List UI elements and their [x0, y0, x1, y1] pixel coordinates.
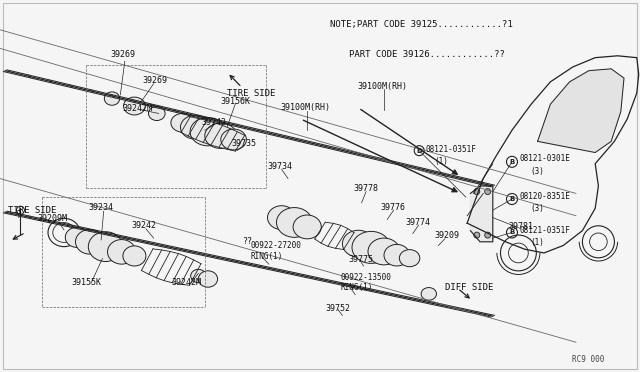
Polygon shape: [538, 69, 624, 153]
Polygon shape: [470, 186, 493, 242]
Text: 39100M(RH): 39100M(RH): [357, 82, 407, 91]
Text: 39269: 39269: [111, 50, 136, 59]
Text: 39234: 39234: [88, 203, 113, 212]
Text: RC9 000: RC9 000: [572, 355, 605, 364]
Text: 39775: 39775: [349, 255, 374, 264]
Text: 39269: 39269: [142, 76, 167, 85]
Ellipse shape: [88, 232, 123, 262]
Text: 39242M: 39242M: [172, 278, 202, 287]
Text: RING(1): RING(1): [251, 252, 284, 261]
Ellipse shape: [293, 215, 321, 239]
Text: 39735: 39735: [232, 140, 257, 148]
Circle shape: [484, 189, 491, 195]
Ellipse shape: [399, 250, 420, 267]
Ellipse shape: [342, 230, 374, 257]
Ellipse shape: [368, 238, 400, 265]
Ellipse shape: [221, 129, 246, 150]
Text: 39242M: 39242M: [123, 104, 153, 113]
Ellipse shape: [76, 230, 104, 254]
Text: TIRE SIDE: TIRE SIDE: [227, 89, 276, 98]
Ellipse shape: [384, 244, 410, 266]
Text: 39774: 39774: [406, 218, 431, 227]
Text: 08121-0301E: 08121-0301E: [520, 154, 570, 163]
Text: 39752: 39752: [325, 304, 350, 313]
Text: 39776: 39776: [381, 203, 406, 212]
Text: NOTE;PART CODE 39125............?1: NOTE;PART CODE 39125............?1: [330, 20, 513, 29]
Ellipse shape: [65, 227, 88, 247]
Ellipse shape: [148, 106, 165, 121]
Text: 39734: 39734: [268, 162, 292, 171]
Ellipse shape: [180, 115, 210, 139]
Text: 39742: 39742: [202, 118, 227, 127]
Ellipse shape: [276, 208, 312, 237]
Text: 39209M: 39209M: [37, 214, 67, 223]
Text: 39155K: 39155K: [72, 278, 102, 287]
Ellipse shape: [104, 92, 120, 105]
Ellipse shape: [352, 231, 390, 263]
Circle shape: [484, 232, 491, 238]
Text: 00922-27200: 00922-27200: [251, 241, 301, 250]
Text: 39242: 39242: [131, 221, 156, 230]
Text: 39100M(RH): 39100M(RH): [280, 103, 330, 112]
Ellipse shape: [268, 206, 296, 230]
Ellipse shape: [198, 271, 218, 287]
Text: B: B: [509, 196, 515, 202]
Text: (1): (1): [434, 157, 448, 166]
Ellipse shape: [421, 288, 436, 300]
Text: TIRE SIDE: TIRE SIDE: [8, 206, 56, 215]
Ellipse shape: [123, 246, 146, 266]
Text: ??: ??: [242, 237, 252, 246]
Text: 08121-0351F: 08121-0351F: [520, 226, 570, 235]
Text: 39781: 39781: [508, 222, 533, 231]
Text: PART CODE 39126............??: PART CODE 39126............??: [349, 50, 505, 59]
Ellipse shape: [205, 123, 237, 148]
Text: 39778: 39778: [353, 184, 378, 193]
Ellipse shape: [108, 240, 136, 264]
Circle shape: [474, 189, 480, 195]
Text: ?: ?: [16, 210, 22, 220]
Text: 08120-8351E: 08120-8351E: [520, 192, 570, 201]
Text: B: B: [509, 230, 515, 235]
Text: B: B: [509, 159, 515, 165]
Text: DIFF SIDE: DIFF SIDE: [445, 283, 493, 292]
Text: 39156K: 39156K: [221, 97, 251, 106]
Text: (1): (1): [530, 238, 544, 247]
Text: (3): (3): [530, 167, 544, 176]
Text: D: D: [417, 148, 422, 154]
Text: (3): (3): [530, 204, 544, 213]
Circle shape: [474, 232, 480, 238]
Text: 08121-0351F: 08121-0351F: [426, 145, 476, 154]
Ellipse shape: [124, 97, 145, 115]
Ellipse shape: [171, 113, 194, 132]
Text: 00922-13500: 00922-13500: [340, 273, 391, 282]
Ellipse shape: [190, 118, 226, 146]
Text: 39209: 39209: [434, 231, 459, 240]
Ellipse shape: [191, 269, 206, 283]
Text: RING(1): RING(1): [340, 283, 373, 292]
